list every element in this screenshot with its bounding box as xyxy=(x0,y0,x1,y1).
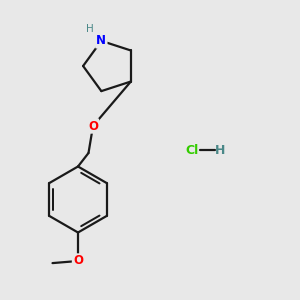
Text: Cl: Cl xyxy=(185,143,199,157)
Text: H: H xyxy=(86,24,94,34)
Text: O: O xyxy=(88,119,98,133)
Text: H: H xyxy=(215,143,226,157)
Text: N: N xyxy=(96,34,106,47)
Text: O: O xyxy=(73,254,83,268)
